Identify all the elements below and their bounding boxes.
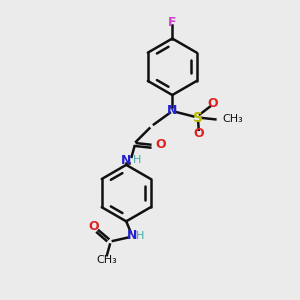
Text: N: N — [127, 229, 137, 242]
Text: O: O — [207, 97, 218, 110]
Text: H: H — [136, 231, 145, 241]
Text: CH₃: CH₃ — [223, 114, 244, 124]
Text: S: S — [193, 111, 202, 125]
Text: CH₃: CH₃ — [97, 255, 117, 265]
Text: N: N — [121, 154, 131, 167]
Text: H: H — [133, 155, 141, 165]
Text: O: O — [89, 220, 99, 233]
Text: N: N — [167, 104, 178, 117]
Text: O: O — [155, 138, 166, 151]
Text: O: O — [194, 127, 204, 140]
Text: F: F — [168, 16, 176, 29]
